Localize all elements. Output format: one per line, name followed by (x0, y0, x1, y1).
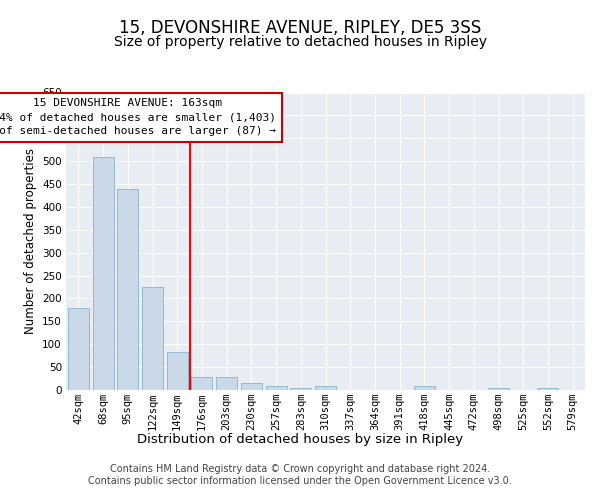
Text: Size of property relative to detached houses in Ripley: Size of property relative to detached ho… (113, 35, 487, 49)
Bar (117, 188, 138, 390)
Bar (266, 386, 287, 390)
Bar (315, 386, 336, 390)
Bar (488, 388, 509, 390)
Bar (241, 383, 262, 390)
Text: 15 DEVONSHIRE AVENUE: 163sqm
← 94% of detached houses are smaller (1,403)
6% of : 15 DEVONSHIRE AVENUE: 163sqm ← 94% of de… (0, 98, 276, 136)
Bar (191, 377, 212, 390)
Text: Contains HM Land Registry data © Crown copyright and database right 2024.: Contains HM Land Registry data © Crown c… (110, 464, 490, 474)
Bar (68, 308, 89, 390)
Bar (216, 377, 237, 390)
Bar (167, 352, 188, 390)
Text: 15, DEVONSHIRE AVENUE, RIPLEY, DE5 3SS: 15, DEVONSHIRE AVENUE, RIPLEY, DE5 3SS (119, 19, 481, 37)
Bar (414, 386, 435, 390)
Bar (142, 287, 163, 390)
Bar (290, 388, 311, 390)
Text: Distribution of detached houses by size in Ripley: Distribution of detached houses by size … (137, 432, 463, 446)
Bar (92, 156, 113, 390)
Bar (538, 388, 559, 390)
Y-axis label: Number of detached properties: Number of detached properties (23, 148, 37, 334)
Text: Contains public sector information licensed under the Open Government Licence v3: Contains public sector information licen… (88, 476, 512, 486)
